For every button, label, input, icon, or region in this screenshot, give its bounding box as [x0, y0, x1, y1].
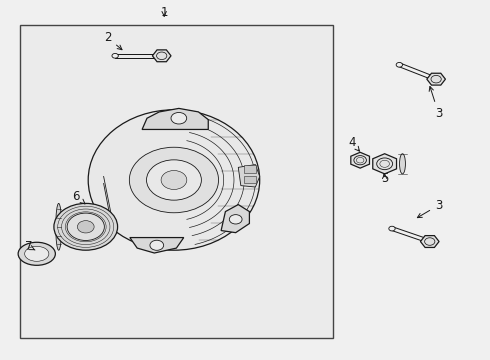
Ellipse shape — [24, 246, 49, 261]
Text: 3: 3 — [417, 199, 442, 218]
Polygon shape — [238, 165, 260, 187]
Circle shape — [396, 63, 403, 67]
Ellipse shape — [399, 154, 405, 174]
Text: 7: 7 — [24, 240, 35, 253]
Polygon shape — [420, 235, 439, 247]
Bar — [20, 25, 333, 338]
Polygon shape — [221, 204, 249, 233]
Bar — [244, 176, 256, 183]
Polygon shape — [130, 238, 184, 253]
Ellipse shape — [56, 203, 62, 250]
Ellipse shape — [88, 110, 260, 250]
Text: 1: 1 — [160, 6, 168, 19]
Text: 3: 3 — [429, 86, 442, 120]
Polygon shape — [152, 50, 171, 62]
Circle shape — [147, 160, 201, 200]
Circle shape — [389, 226, 395, 231]
Text: 4: 4 — [348, 136, 360, 151]
Polygon shape — [142, 108, 208, 130]
Bar — [244, 165, 256, 172]
Text: 2: 2 — [104, 31, 122, 50]
Circle shape — [112, 54, 119, 58]
Circle shape — [129, 147, 219, 213]
Ellipse shape — [18, 242, 55, 265]
Circle shape — [67, 213, 104, 240]
Text: 5: 5 — [381, 172, 389, 185]
Polygon shape — [427, 73, 445, 85]
Circle shape — [54, 203, 118, 250]
Circle shape — [161, 171, 187, 189]
Circle shape — [150, 240, 164, 250]
Polygon shape — [351, 152, 369, 168]
Polygon shape — [373, 154, 396, 174]
Text: 6: 6 — [72, 190, 85, 204]
Circle shape — [171, 112, 187, 124]
Circle shape — [229, 215, 242, 224]
Circle shape — [77, 221, 94, 233]
